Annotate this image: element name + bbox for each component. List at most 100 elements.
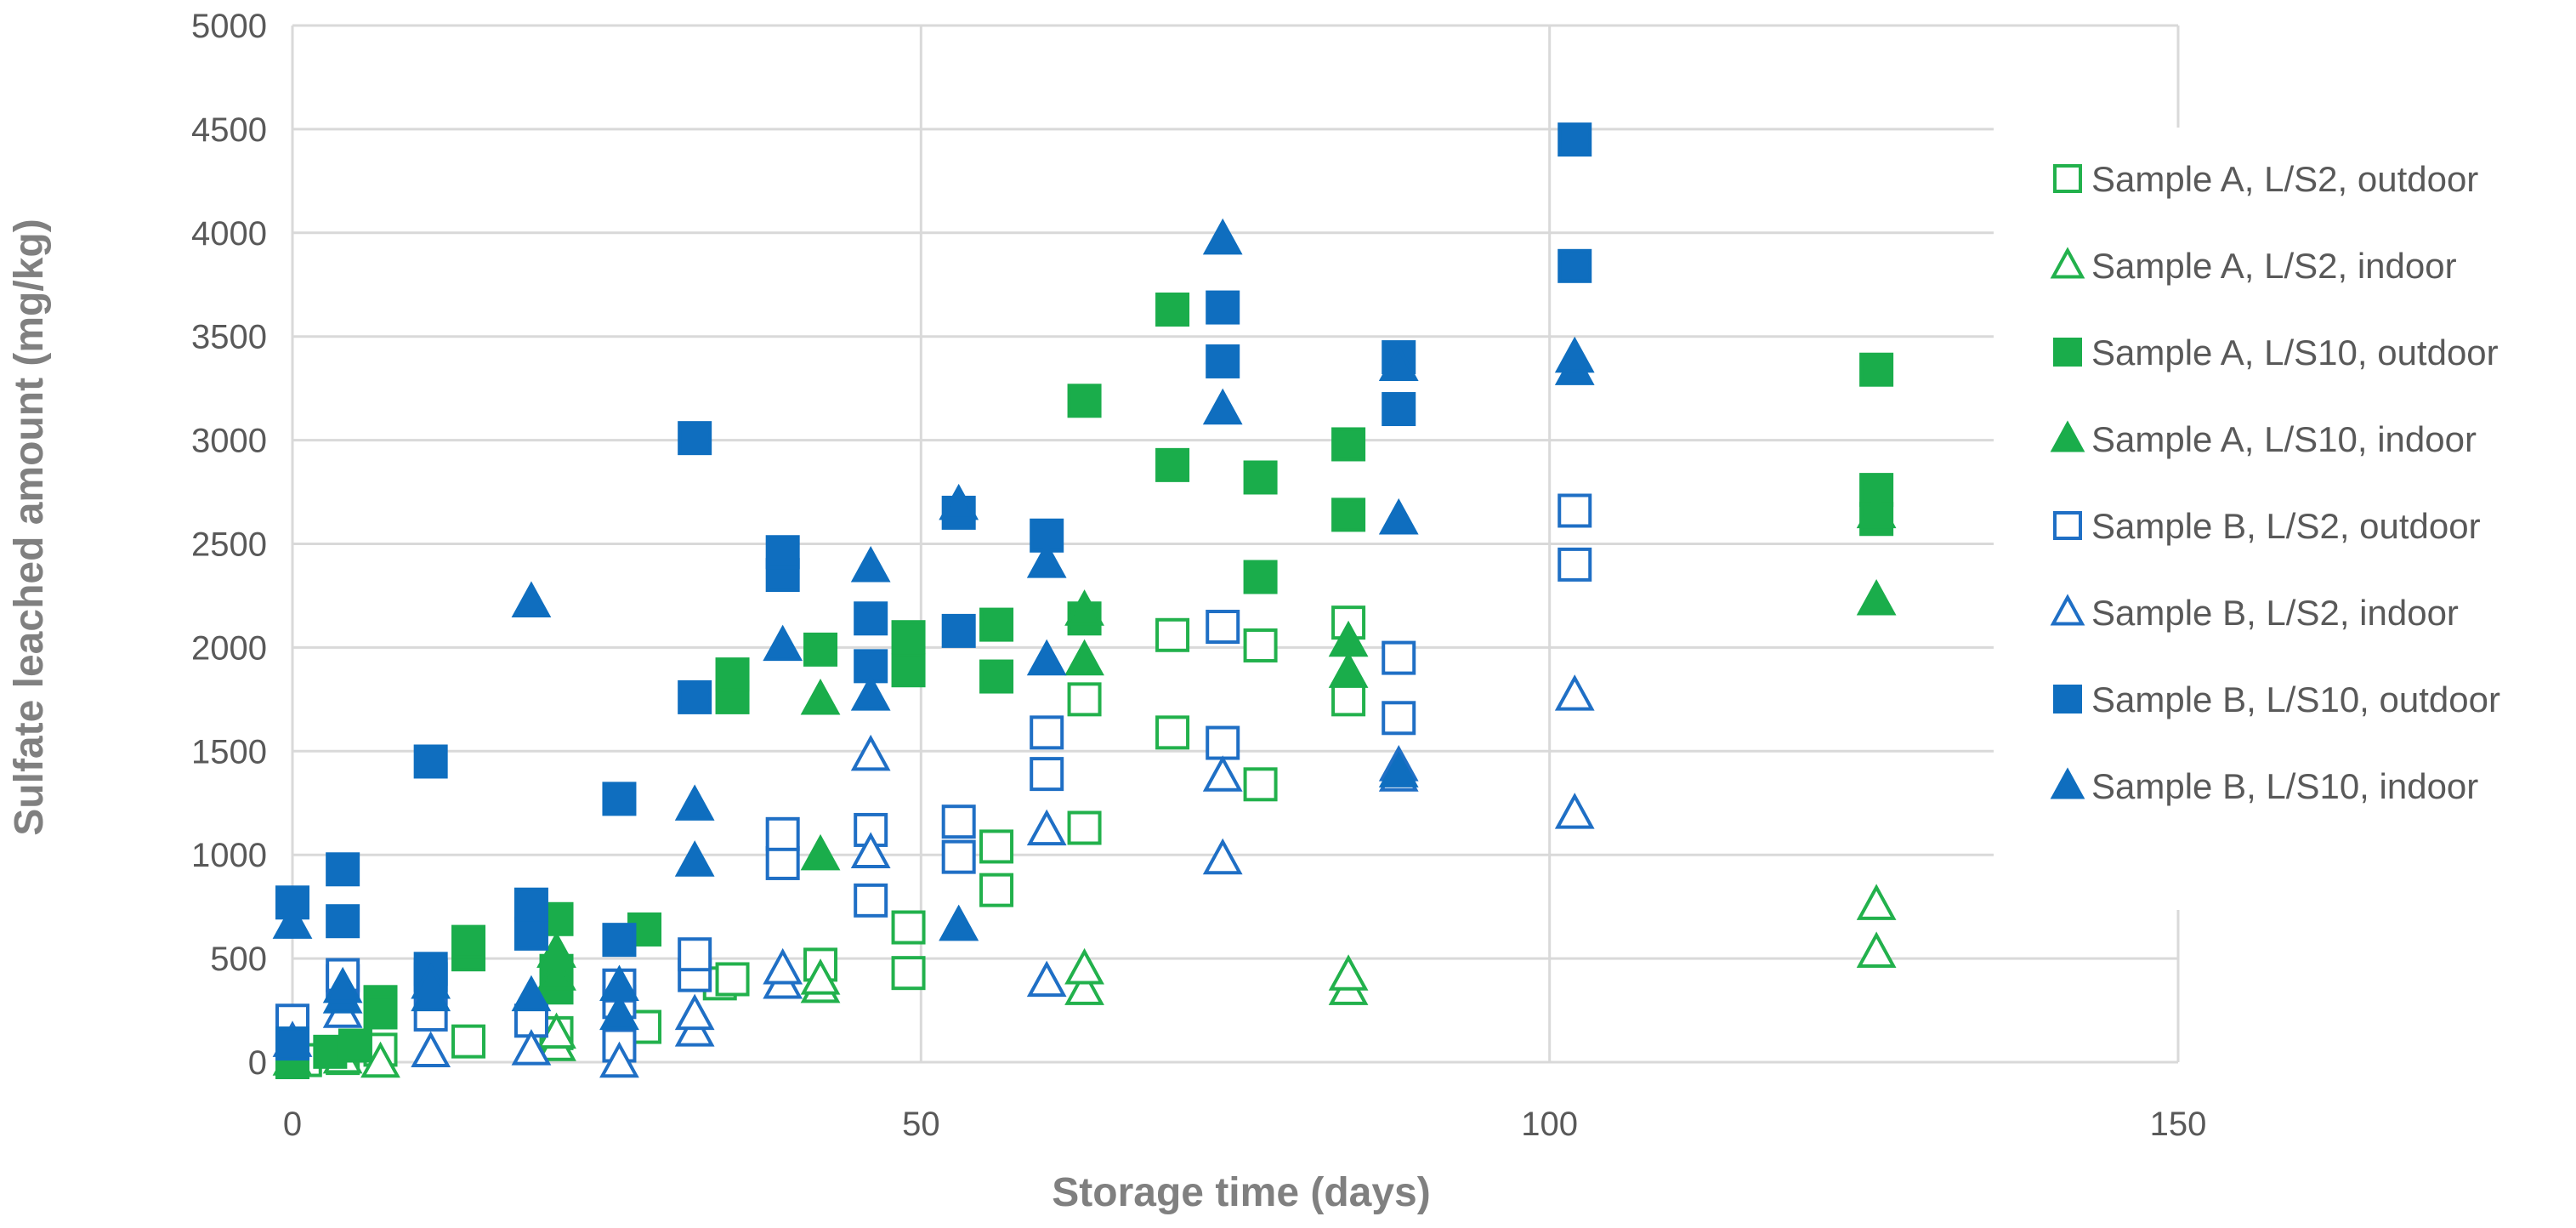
data-point xyxy=(800,958,841,995)
data-point xyxy=(763,947,803,985)
y-tick-label: 2500 xyxy=(191,526,267,564)
data-point xyxy=(939,904,979,941)
data-point xyxy=(511,581,552,617)
data-point xyxy=(1331,497,1366,532)
gridlines xyxy=(291,24,2180,1064)
data-point xyxy=(674,784,715,821)
x-tick-label: 100 xyxy=(1521,1106,1578,1143)
data-point xyxy=(854,883,888,918)
y-tick-label: 4000 xyxy=(191,215,267,253)
legend-item: Sample A, L/S2, outdoor xyxy=(2053,159,2478,199)
data-point xyxy=(1026,960,1067,998)
data-point xyxy=(1067,384,1102,418)
legend-item: Sample B, L/S10, indoor xyxy=(2050,766,2478,806)
data-point xyxy=(511,1029,552,1066)
data-point xyxy=(1067,810,1102,845)
data-point xyxy=(979,607,1014,642)
data-point xyxy=(1558,547,1592,582)
y-tick-label: 1000 xyxy=(191,837,267,874)
data-point xyxy=(451,924,486,959)
legend-label: Sample A, L/S2, indoor xyxy=(2091,246,2457,286)
legend-label: Sample A, L/S10, indoor xyxy=(2091,419,2477,459)
y-tick-label: 0 xyxy=(248,1044,267,1082)
data-point xyxy=(1382,701,1416,736)
data-point xyxy=(411,963,451,999)
y-tick-label: 2000 xyxy=(191,629,267,667)
data-point xyxy=(411,1031,451,1068)
data-points xyxy=(272,122,1897,1079)
data-point xyxy=(322,966,363,1003)
data-point xyxy=(1558,493,1592,528)
y-tick-label: 4500 xyxy=(191,111,267,149)
y-tick-label: 5000 xyxy=(191,8,267,45)
data-point xyxy=(1155,715,1190,750)
data-point xyxy=(678,421,712,456)
data-point xyxy=(1064,969,1104,1005)
data-point xyxy=(1064,589,1104,626)
data-point xyxy=(413,744,448,779)
data-point xyxy=(1331,427,1366,462)
series-4 xyxy=(536,492,1897,991)
legend-label: Sample B, L/S2, outdoor xyxy=(2091,506,2481,546)
series-8 xyxy=(272,218,1595,1031)
data-point xyxy=(1026,542,1067,578)
y-axis-title: Sulfate leached amount (mg/kg) xyxy=(7,219,52,835)
data-point xyxy=(891,956,926,991)
data-point xyxy=(599,1041,639,1078)
data-point xyxy=(1378,344,1419,382)
series-5 xyxy=(275,493,1592,1063)
data-point xyxy=(678,937,712,972)
data-point xyxy=(1554,336,1595,373)
data-point xyxy=(1378,497,1419,535)
data-point xyxy=(1558,248,1592,283)
data-point xyxy=(800,833,841,871)
data-point xyxy=(1558,122,1592,157)
data-point xyxy=(599,964,639,1001)
data-point xyxy=(326,904,360,939)
data-point xyxy=(1859,473,1894,508)
data-point xyxy=(891,653,926,688)
legend-item: Sample A, L/S2, indoor xyxy=(2050,246,2457,286)
y-tick-label: 1500 xyxy=(191,733,267,770)
data-point xyxy=(850,545,891,583)
data-point xyxy=(1856,931,1897,968)
data-point xyxy=(511,975,552,1012)
data-point xyxy=(1331,682,1366,717)
data-point xyxy=(715,962,750,997)
data-point xyxy=(765,845,800,880)
legend-item: Sample B, L/S2, outdoor xyxy=(2053,506,2481,546)
data-point xyxy=(1554,793,1595,829)
data-point xyxy=(536,954,576,991)
legend-marker xyxy=(2050,594,2085,626)
data-point xyxy=(1554,674,1595,711)
legend-marker xyxy=(2050,420,2085,452)
legend-marker xyxy=(2053,511,2082,540)
x-tick-label: 50 xyxy=(902,1106,940,1143)
data-point xyxy=(941,839,976,874)
data-point xyxy=(451,1024,486,1059)
data-point xyxy=(850,674,891,711)
data-point xyxy=(1328,620,1369,657)
data-point xyxy=(1155,617,1190,652)
data-point xyxy=(854,601,888,636)
data-point xyxy=(363,995,398,1030)
data-point xyxy=(513,887,548,922)
legend-label: Sample B, L/S10, outdoor xyxy=(2091,679,2500,719)
data-point xyxy=(941,804,976,839)
legend-item: Sample B, L/S2, indoor xyxy=(2050,593,2459,633)
legend-label: Sample A, L/S2, outdoor xyxy=(2091,159,2478,199)
data-point xyxy=(1202,838,1243,875)
data-point xyxy=(941,613,976,648)
data-point xyxy=(338,1028,372,1063)
legend-label: Sample A, L/S10, outdoor xyxy=(2091,333,2499,372)
data-point xyxy=(1202,218,1243,255)
legend-marker xyxy=(2053,685,2082,713)
data-point xyxy=(891,620,926,655)
data-point xyxy=(1382,640,1416,675)
data-point xyxy=(602,782,637,816)
data-point xyxy=(850,734,891,771)
data-point xyxy=(513,916,548,951)
data-point xyxy=(1243,460,1278,495)
series-7 xyxy=(275,122,1592,1061)
data-point xyxy=(1243,628,1278,662)
